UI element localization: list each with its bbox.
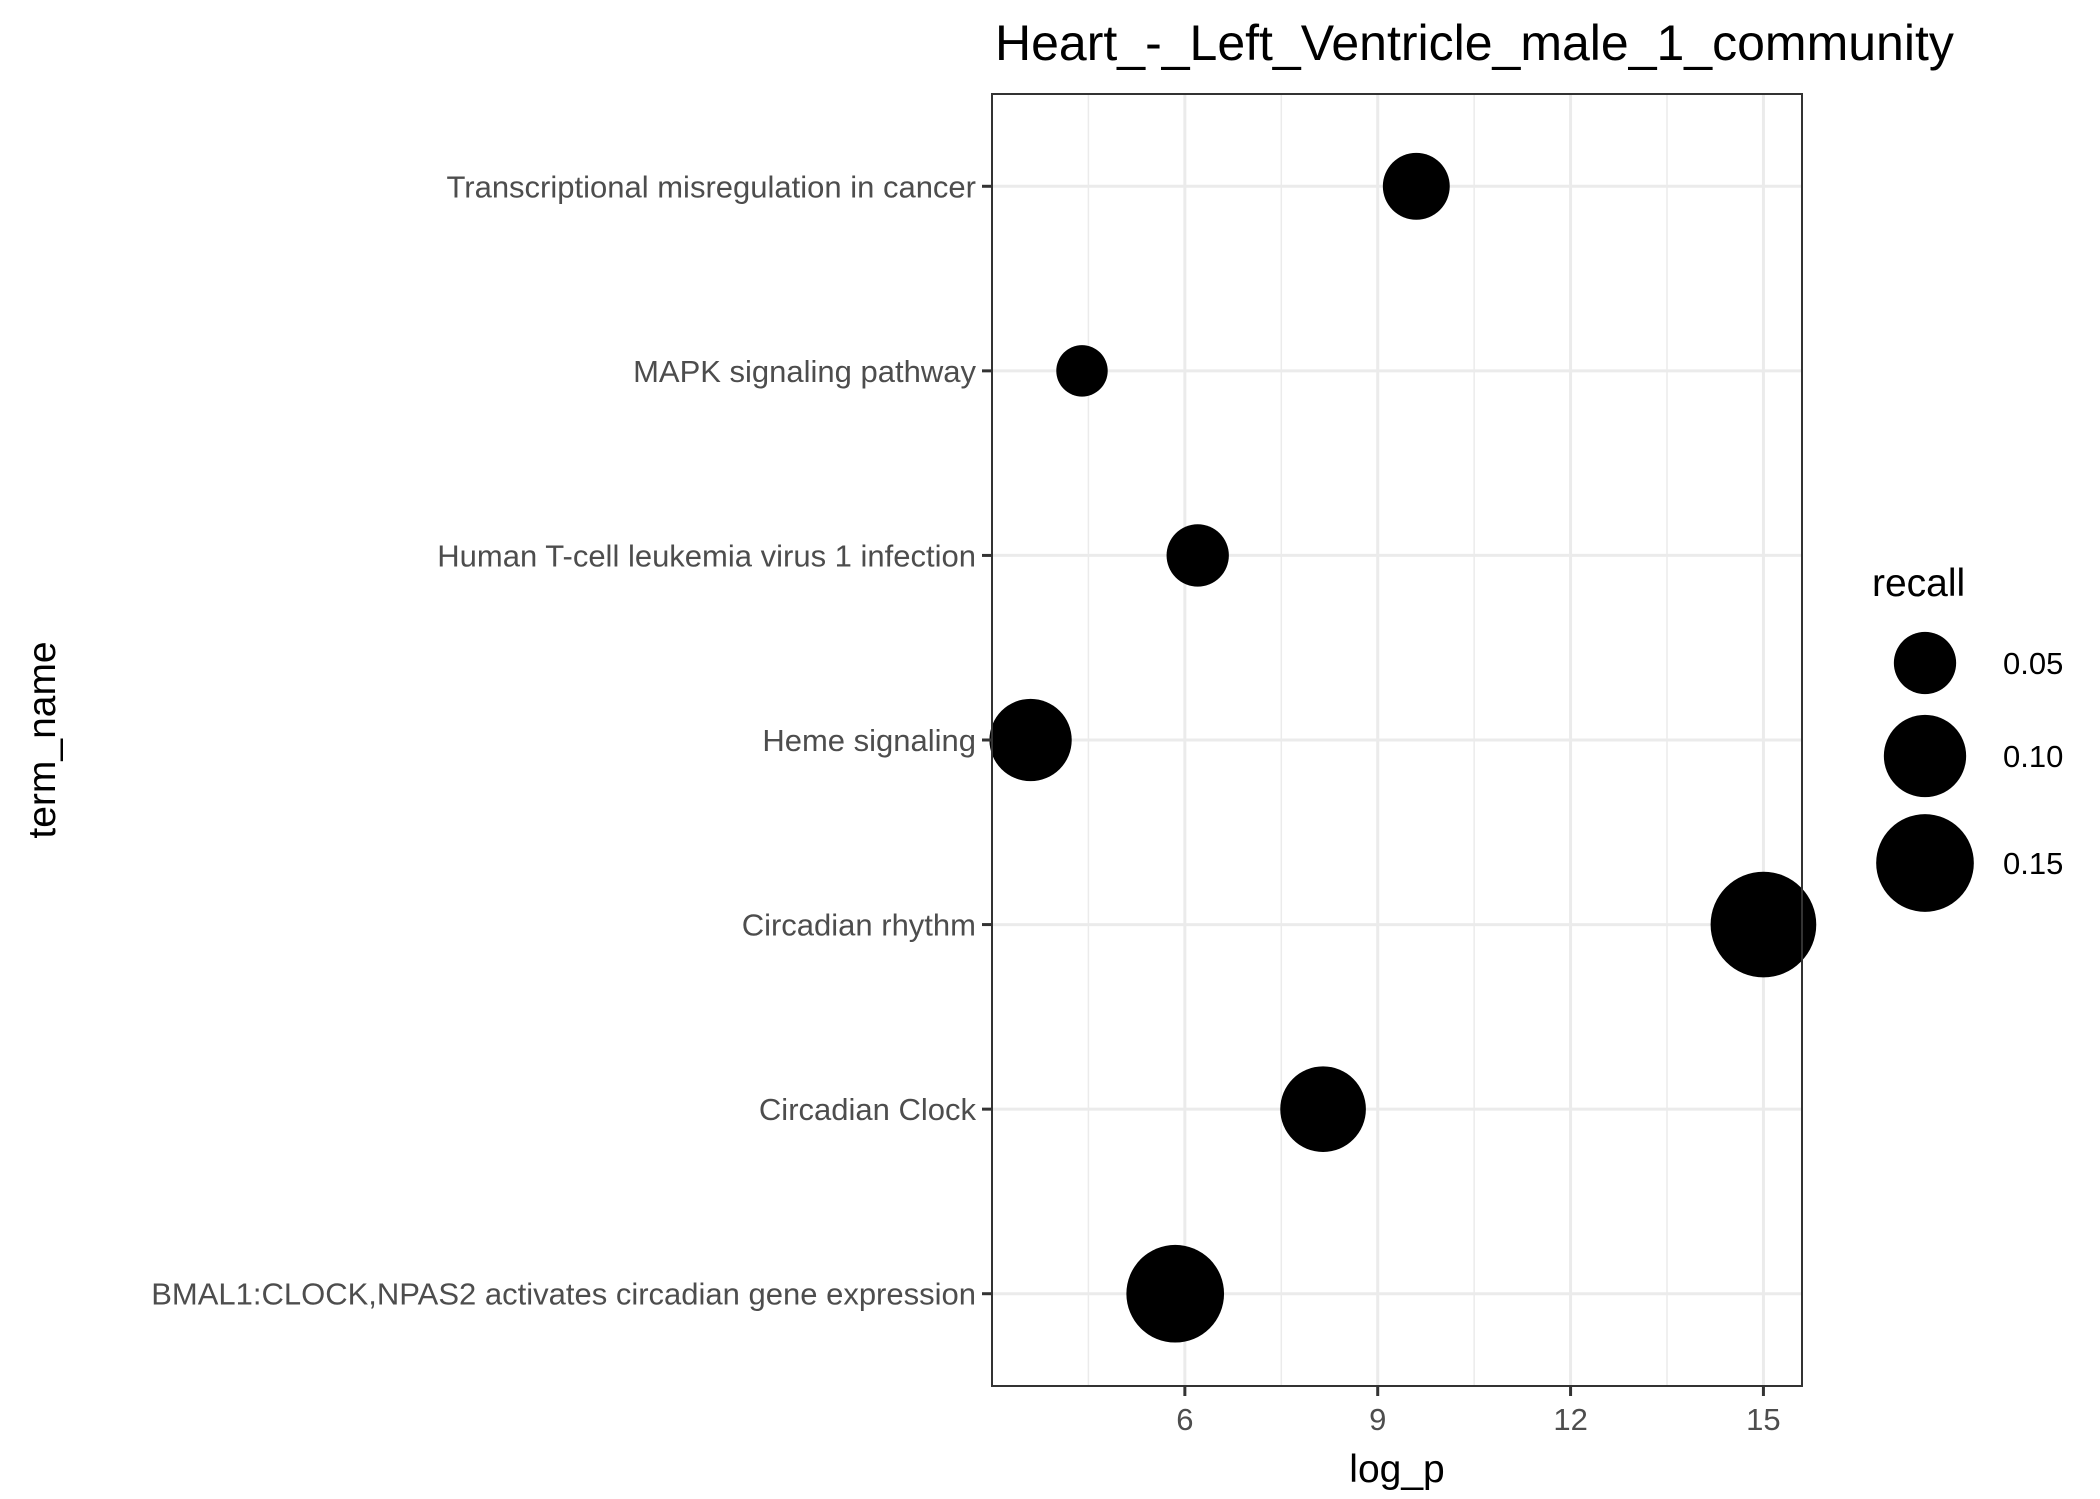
data-point — [1056, 345, 1108, 397]
y-tick-label: Circadian rhythm — [742, 908, 976, 943]
y-tick-label: Human T-cell leukemia virus 1 infection — [437, 538, 976, 573]
legend-key — [1883, 714, 1967, 798]
legend-title: recall — [1872, 562, 1965, 605]
data-point — [1166, 524, 1229, 587]
legend-label: 0.10 — [2003, 739, 2063, 774]
y-axis: Transcriptional misregulation in cancer M… — [151, 169, 992, 1312]
y-tick-label: Transcriptional misregulation in cancer — [446, 169, 976, 204]
grid-lines — [992, 94, 1802, 1386]
legend-key — [1876, 814, 1974, 912]
y-tick-label: MAPK signaling pathway — [633, 354, 976, 389]
data-point — [1710, 871, 1817, 978]
legend-key — [1893, 631, 1957, 695]
legend: recall 0.05 0.10 0.15 — [1872, 562, 2063, 912]
x-tick-label: 12 — [1553, 1402, 1587, 1437]
legend-label: 0.05 — [2003, 646, 2063, 681]
y-tick-label: Heme signaling — [762, 723, 976, 758]
x-axis: 6 9 12 15 — [1176, 1386, 1781, 1437]
x-axis-title: log_p — [1349, 1448, 1444, 1491]
data-point — [989, 698, 1072, 782]
x-tick-label: 15 — [1746, 1402, 1780, 1437]
data-point — [1280, 1066, 1366, 1152]
data-point — [1382, 152, 1450, 220]
data-points — [989, 152, 1817, 1343]
y-tick-label: Circadian Clock — [759, 1092, 977, 1127]
data-point — [1126, 1244, 1225, 1343]
y-tick-label: BMAL1:CLOCK,NPAS2 activates circadian ge… — [151, 1277, 976, 1312]
x-tick-label: 9 — [1369, 1402, 1386, 1437]
chart-title: Heart_-_Left_Ventricle_male_1_community — [995, 15, 1954, 71]
legend-label: 0.15 — [2003, 846, 2063, 881]
y-axis-title: term_name — [21, 641, 64, 838]
x-tick-label: 6 — [1176, 1402, 1193, 1437]
